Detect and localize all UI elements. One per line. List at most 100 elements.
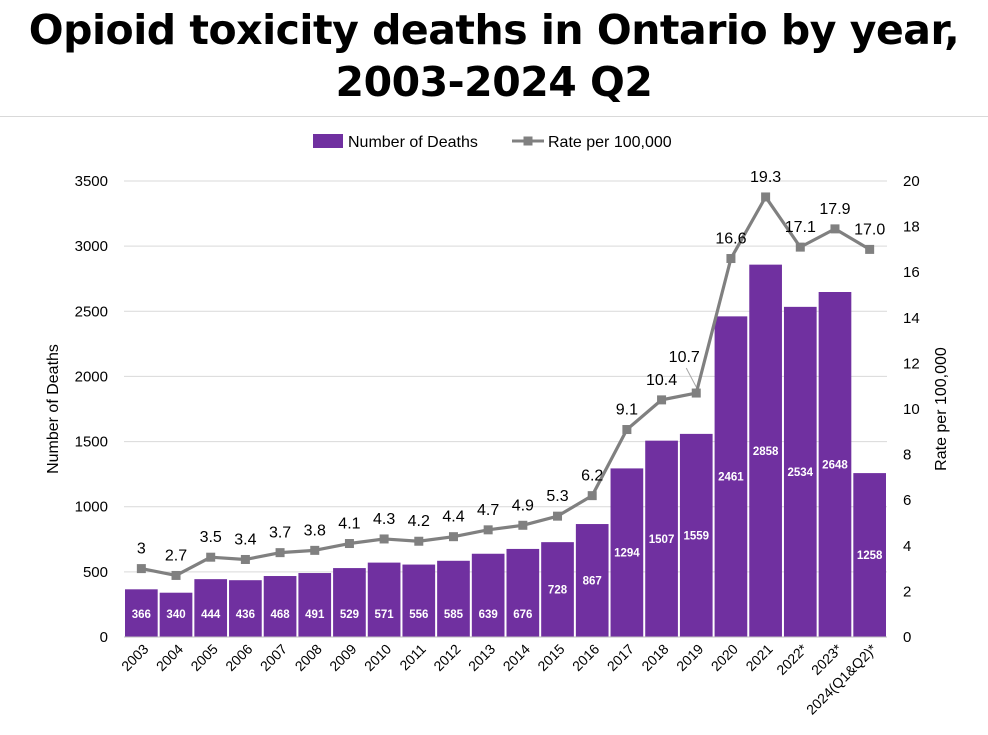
x-tick-label: 2006 (222, 641, 255, 674)
bar-value-label: 1294 (614, 548, 640, 560)
bar-value-label: 1507 (649, 534, 675, 546)
bar (263, 576, 297, 637)
rate-value-label: 3.4 (234, 531, 256, 548)
rate-value-label: 4.9 (512, 497, 534, 514)
bar (853, 473, 886, 637)
rate-value-label: 17.0 (854, 221, 885, 238)
rate-line (141, 195, 871, 578)
bar-value-label: 2534 (787, 467, 813, 479)
rate-marker (275, 548, 285, 558)
bar-value-label: 1258 (857, 550, 883, 562)
legend: Number of Deaths Rate per 100,000 (313, 134, 672, 151)
bar-value-label: 468 (270, 609, 290, 621)
y2-tick-label: 18 (903, 219, 920, 236)
y2-tick-label: 16 (903, 264, 920, 281)
rate-value-label: 10.7 (669, 349, 700, 366)
bar (610, 468, 644, 637)
rate-marker (553, 511, 563, 521)
rate-marker (587, 491, 597, 501)
bar (159, 592, 193, 637)
x-tick-label: 2018 (638, 641, 671, 674)
bar-value-label: 585 (444, 609, 464, 621)
rate-marker (657, 395, 667, 405)
y-tick-label: 1000 (75, 499, 108, 516)
bar-value-label: 2461 (718, 472, 744, 484)
y2-tick-label: 14 (903, 310, 920, 327)
y2-tick-label: 8 (903, 447, 911, 464)
bar (194, 579, 228, 637)
x-tick-label: 2003 (118, 641, 151, 674)
bar-value-label: 491 (305, 609, 325, 621)
rate-marker (483, 525, 493, 535)
x-tick-label: 2011 (396, 641, 429, 674)
bar (402, 564, 436, 637)
rate-value-label: 4.2 (408, 513, 430, 530)
y2-tick-label: 0 (903, 629, 911, 646)
rate-value-label: 4.1 (338, 516, 360, 533)
y-tick-label: 3500 (75, 173, 108, 190)
legend-bar-swatch (313, 134, 343, 148)
chart-title-line-2: 2003-2024 Q2 (335, 58, 653, 106)
rate-value-label: 5.3 (546, 488, 568, 505)
line-series: 3 2.7 3.5 3.4 3.7 3.8 4.1 4.3 4.2 4.4 4.7 4.9 5.3 6.2… (136, 169, 885, 580)
bar-value-label: 2648 (822, 460, 848, 472)
y2-tick-label: 2 (903, 583, 911, 600)
rate-marker (691, 388, 701, 398)
rate-label-leader (685, 367, 697, 388)
rate-value-label: 17.1 (785, 219, 816, 236)
bar-value-label: 571 (375, 609, 395, 621)
bar (367, 562, 401, 637)
bar-value-label: 2858 (753, 446, 779, 458)
bar (298, 573, 332, 637)
x-tick-label: 2019 (673, 641, 706, 674)
rate-value-label: 4.7 (477, 502, 499, 519)
y2-axis-title: Rate per 100,000 (933, 347, 950, 471)
rate-marker (136, 564, 146, 574)
rate-value-label: 3.5 (200, 529, 222, 546)
rate-value-label: 16.6 (715, 231, 746, 248)
y2-tick-label: 20 (903, 173, 920, 190)
rate-marker (795, 242, 805, 252)
bar (541, 542, 574, 637)
y2-tick-label: 12 (903, 355, 920, 372)
chart-title-line-1: Opioid toxicity deaths in Ontario by yea… (28, 6, 960, 54)
legend-line-marker (523, 136, 533, 146)
y2-tick-label: 6 (903, 492, 911, 509)
bar (125, 589, 158, 637)
x-tick-label: 2022* (773, 640, 811, 678)
bar (437, 560, 470, 637)
legend-line-label: Rate per 100,000 (548, 134, 672, 151)
x-tick-label: 2017 (604, 641, 637, 674)
bar-value-label: 676 (513, 609, 532, 621)
rate-marker (865, 244, 875, 254)
bar-value-label: 436 (236, 609, 255, 621)
bar (645, 440, 678, 637)
rate-marker (171, 570, 181, 580)
x-tick-label: 2012 (430, 641, 463, 674)
x-tick-label: 2013 (465, 641, 498, 674)
bar (471, 553, 505, 637)
rate-marker (206, 552, 216, 562)
rate-marker (240, 554, 250, 564)
x-tick-label: 2004 (153, 641, 186, 674)
rate-marker (830, 224, 840, 234)
bar-value-label: 366 (132, 609, 151, 621)
x-tick-label: 2005 (187, 641, 220, 674)
bar-value-label: 867 (583, 576, 602, 588)
rate-value-label: 17.9 (819, 201, 850, 218)
bar (575, 524, 609, 637)
rate-marker (310, 545, 320, 555)
rate-value-label: 9.1 (616, 402, 638, 419)
x-tick-label: 2007 (257, 641, 290, 674)
rate-value-label: 3.8 (304, 522, 326, 539)
y-tick-label: 1500 (75, 434, 108, 451)
y-tick-label: 0 (100, 629, 108, 646)
x-tick-label: 2015 (534, 641, 567, 674)
bar (506, 548, 540, 637)
bar-value-label: 556 (409, 609, 428, 621)
rate-marker (344, 539, 354, 549)
rate-marker (518, 520, 528, 530)
rate-marker (414, 536, 424, 546)
y-tick-label: 3000 (75, 238, 108, 255)
